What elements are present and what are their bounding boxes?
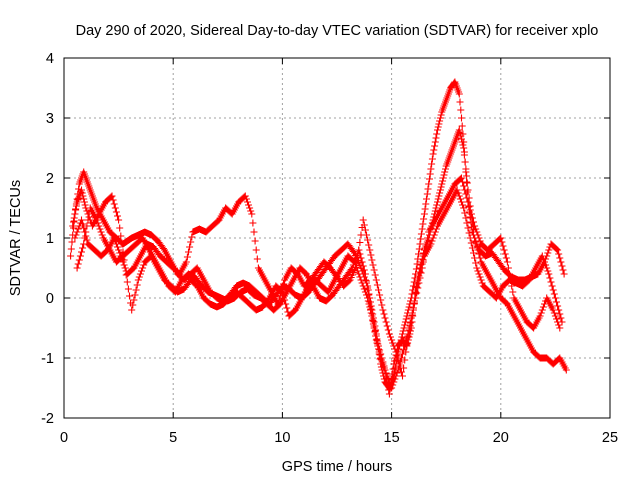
series-track-d bbox=[73, 186, 566, 392]
data-point bbox=[71, 174, 564, 380]
data-point bbox=[69, 126, 570, 398]
y-tick-label: -2 bbox=[41, 411, 54, 427]
x-tick-label: 15 bbox=[384, 430, 400, 446]
data-points bbox=[67, 78, 570, 398]
data-point bbox=[73, 186, 566, 392]
y-tick-label: -1 bbox=[41, 351, 54, 367]
x-tick-label: 5 bbox=[169, 430, 177, 446]
y-tick-label: 4 bbox=[46, 51, 54, 67]
y-tick-label: 1 bbox=[46, 231, 54, 247]
x-axis-label: GPS time / hours bbox=[282, 459, 392, 475]
y-tick-label: 2 bbox=[46, 171, 54, 187]
series-track-b bbox=[69, 126, 570, 398]
x-tick-label: 10 bbox=[274, 430, 290, 446]
y-tick-label: 0 bbox=[46, 291, 54, 307]
axis-ticks: 0 5 10 15 20 25 -2 -1 0 1 2 3 4 bbox=[41, 51, 618, 446]
x-tick-label: 20 bbox=[493, 430, 509, 446]
series-track-c bbox=[71, 174, 564, 380]
y-axis-label: SDTVAR / TECUs bbox=[8, 180, 24, 296]
x-tick-label: 0 bbox=[60, 430, 68, 446]
chart-title: Day 290 of 2020, Sidereal Day-to-day VTE… bbox=[76, 23, 599, 39]
y-tick-label: 3 bbox=[46, 111, 54, 127]
x-tick-label: 25 bbox=[602, 430, 618, 446]
